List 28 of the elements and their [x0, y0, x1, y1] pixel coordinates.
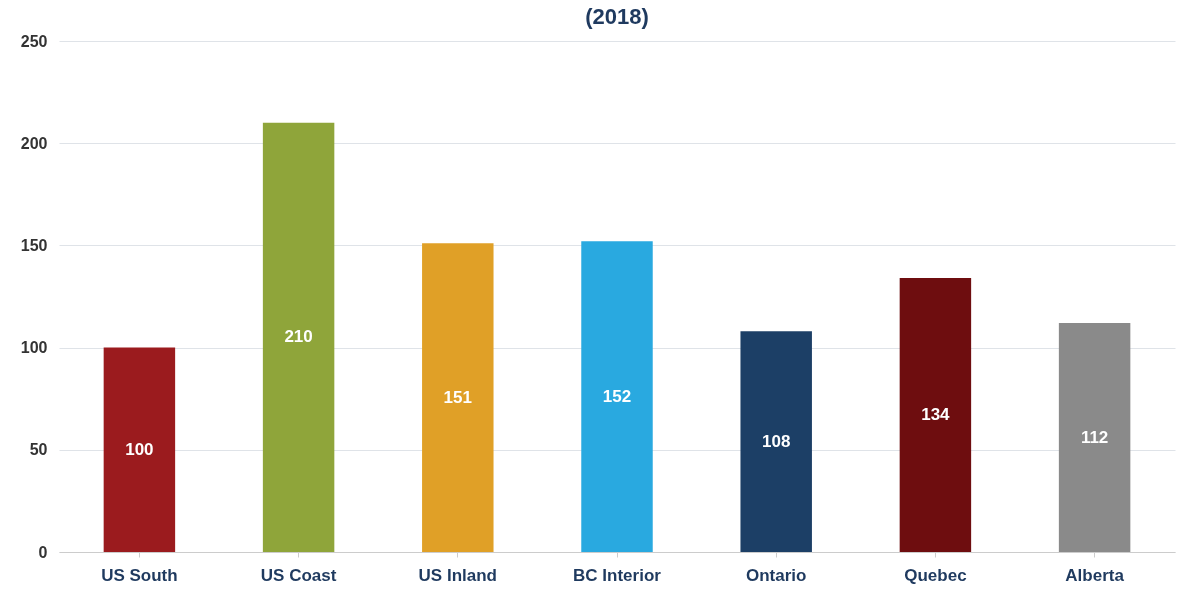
- data-label: 151: [443, 387, 472, 407]
- x-tick-label: BC Interior: [573, 565, 662, 585]
- x-tick-label: Alberta: [1065, 565, 1125, 585]
- x-tick-label: US South: [101, 565, 178, 585]
- x-tick-label: Ontario: [745, 565, 807, 585]
- x-tick-label: US Coast: [260, 565, 337, 585]
- y-tick-label: 250: [20, 32, 48, 50]
- y-tick-label: 200: [20, 134, 48, 152]
- bar: [103, 347, 176, 552]
- y-tick-label: 100: [20, 339, 48, 357]
- bar: [740, 331, 812, 552]
- bar: [1058, 323, 1131, 552]
- chart-title: (2018): [585, 4, 649, 29]
- x-tick-label: US Inland: [418, 565, 497, 585]
- data-label: 112: [1080, 427, 1109, 447]
- data-label: 152: [602, 386, 632, 406]
- data-label: 134: [921, 405, 951, 425]
- x-tick-label: Quebec: [904, 565, 967, 585]
- bar: [262, 122, 335, 552]
- y-tick-label: 50: [29, 441, 48, 459]
- y-tick-label: 150: [20, 236, 48, 254]
- data-label: 100: [125, 439, 154, 459]
- data-label: 210: [284, 327, 313, 347]
- bar: [422, 243, 494, 552]
- bar: [899, 278, 972, 552]
- data-label: 108: [762, 431, 791, 451]
- y-tick-label: 0: [38, 543, 48, 561]
- bar: [581, 241, 653, 552]
